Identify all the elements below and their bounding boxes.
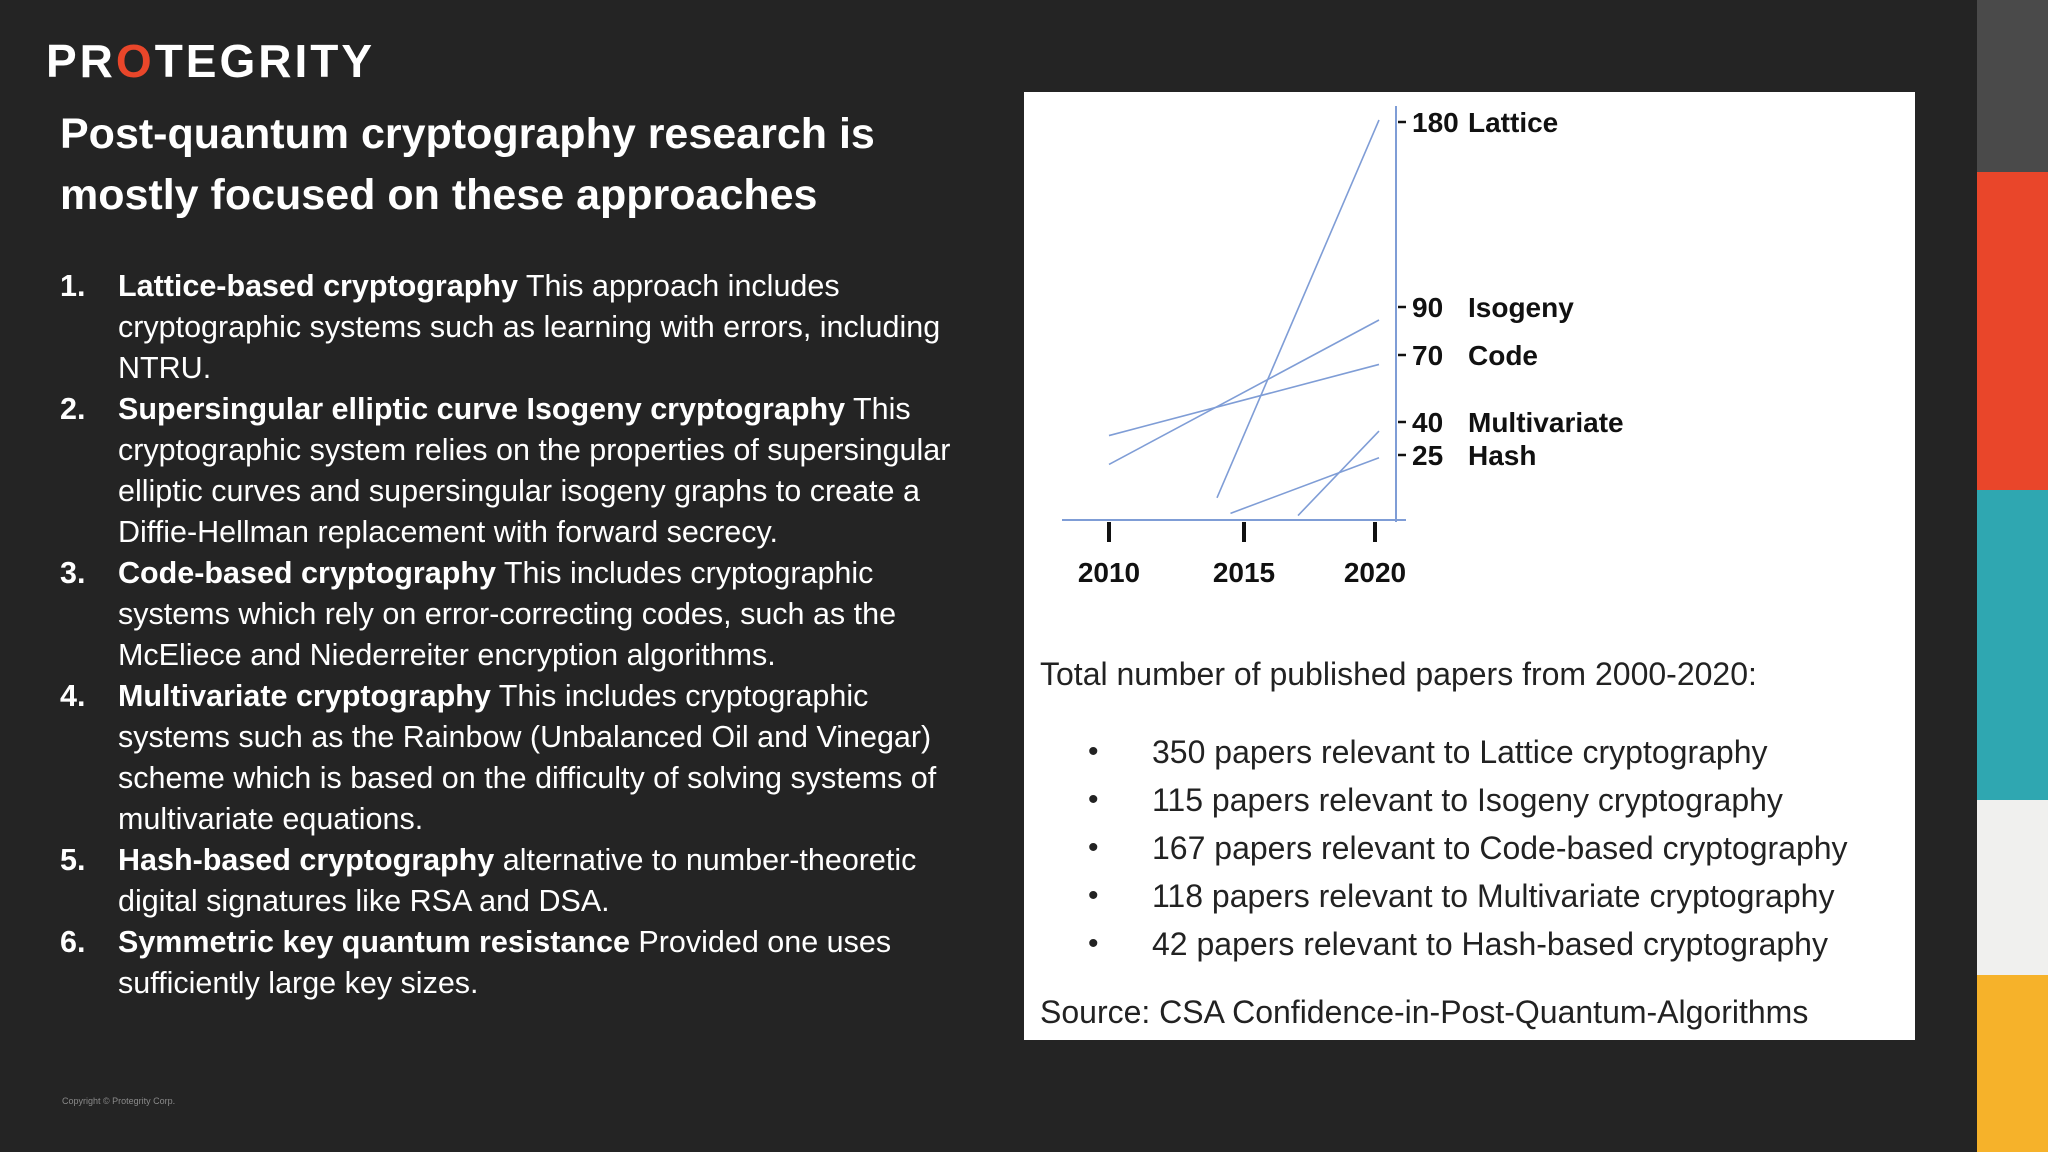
approach-term: Hash-based cryptography (118, 843, 495, 877)
value-label: 25 (1412, 440, 1443, 471)
series-name-label: Isogeny (1468, 292, 1574, 323)
series-line-isogeny (1108, 319, 1380, 466)
protegrity-logo: PROTEGRITY (46, 34, 375, 88)
value-label: 180 (1412, 107, 1459, 138)
copyright-notice: Copyright © Protegrity Corp. (62, 1096, 176, 1106)
source-citation: Source: CSA Confidence-in-Post-Quantum-A… (1040, 994, 1809, 1030)
value-label: 90 (1412, 292, 1443, 323)
totals-item-text: 350 papers relevant to Lattice cryptogra… (1152, 734, 1768, 770)
accent-stripe (1977, 490, 2048, 800)
totals-item-text: 118 papers relevant to Multivariate cryp… (1152, 878, 1835, 914)
approach-item: 5. Hash-based cryptography alternative to… (60, 840, 960, 922)
accent-stripe (1977, 172, 2048, 490)
bullet-icon: • (1088, 879, 1099, 912)
series-name-label: Hash (1468, 440, 1536, 471)
value-label: 40 (1412, 407, 1443, 438)
approaches-list: 1. Lattice-based cryptography This approa… (60, 266, 960, 1004)
series-name-label: Lattice (1468, 107, 1558, 138)
bullet-icon: • (1088, 783, 1099, 816)
approach-number: 6. (60, 925, 86, 959)
approach-number: 2. (60, 392, 86, 426)
accent-stripe (1977, 975, 2048, 1152)
x-tick-label: 2015 (1213, 557, 1275, 588)
approach-term: Lattice-based cryptography (118, 269, 518, 303)
x-tick-label: 2020 (1344, 557, 1406, 588)
approach-description: alternative to number-theoretic digital … (118, 843, 917, 918)
bullet-icon: • (1088, 831, 1099, 864)
approach-term: Code-based cryptography (118, 556, 496, 590)
totals-item-text: 115 papers relevant to Isogeny cryptogra… (1152, 782, 1783, 818)
approach-description: This includes cryptographic systems whic… (118, 556, 897, 672)
x-tick-label: 2010 (1078, 557, 1140, 588)
totals-item: • 42 papers relevant to Hash-based crypto… (1086, 920, 1848, 968)
accent-stripe (1977, 800, 2048, 975)
approach-number: 5. (60, 843, 86, 877)
totals-heading: Total number of published papers from 20… (1040, 656, 1757, 692)
approach-item: 6. Symmetric key quantum resistance Provi… (60, 922, 960, 1004)
approach-description: Provided one uses sufficiently large key… (118, 925, 892, 1000)
series-line-hash (1230, 457, 1380, 515)
approach-number: 1. (60, 269, 86, 303)
approach-item: 2. Supersingular elliptic curve Isogeny c… (60, 389, 960, 553)
totals-item-text: 42 papers relevant to Hash-based cryptog… (1152, 926, 1828, 962)
approach-description: This cryptographic system relies on the … (118, 392, 951, 549)
totals-item-text: 167 papers relevant to Code-based crypto… (1152, 830, 1848, 866)
totals-list: • 350 papers relevant to Lattice cryptogr… (1086, 728, 1848, 968)
series-line-code (1108, 363, 1380, 437)
totals-item: • 118 papers relevant to Multivariate cry… (1086, 872, 1848, 920)
approach-item: 3. Code-based cryptography This includes … (60, 553, 960, 676)
accent-stripe (1977, 0, 2048, 172)
totals-item: • 167 papers relevant to Code-based crypt… (1086, 824, 1848, 872)
approach-item: 4. Multivariate cryptography This include… (60, 676, 960, 840)
bullet-icon: • (1088, 735, 1099, 768)
approach-description: This approach includes cryptographic sys… (118, 269, 941, 385)
approach-item: 1. Lattice-based cryptography This approa… (60, 266, 960, 389)
page-title: Post-quantum cryptography research is mo… (60, 110, 875, 219)
series-name-label: Multivariate (1468, 407, 1624, 438)
series-name-label: Code (1468, 340, 1538, 371)
logo-text-start: PR (46, 35, 116, 87)
approach-term: Symmetric key quantum resistance (118, 925, 630, 959)
logo-o: O (115, 35, 155, 87)
approach-term: Multivariate cryptography (118, 679, 491, 713)
approach-number: 3. (60, 556, 86, 590)
approach-number: 4. (60, 679, 86, 713)
bullet-icon: • (1088, 927, 1099, 960)
value-label: 70 (1412, 340, 1443, 371)
totals-item: • 115 papers relevant to Isogeny cryptogr… (1086, 776, 1848, 824)
logo-text-end: TEGRITY (154, 35, 376, 87)
series-line-lattice (1216, 119, 1380, 499)
approach-description: This includes cryptographic systems such… (118, 679, 937, 836)
chart-panel: 2010 2015 2020 180 Lattice 90 Isogeny 70 Code 40 M… (1024, 92, 1915, 1040)
papers-trend-chart: 2010 2015 2020 180 Lattice 90 Isogeny 70 Code 40 M… (1062, 106, 1624, 588)
totals-item: • 350 papers relevant to Lattice cryptogr… (1086, 728, 1848, 776)
approach-term: Supersingular elliptic curve Isogeny cry… (118, 392, 846, 426)
accent-stripes (1977, 0, 2048, 1152)
